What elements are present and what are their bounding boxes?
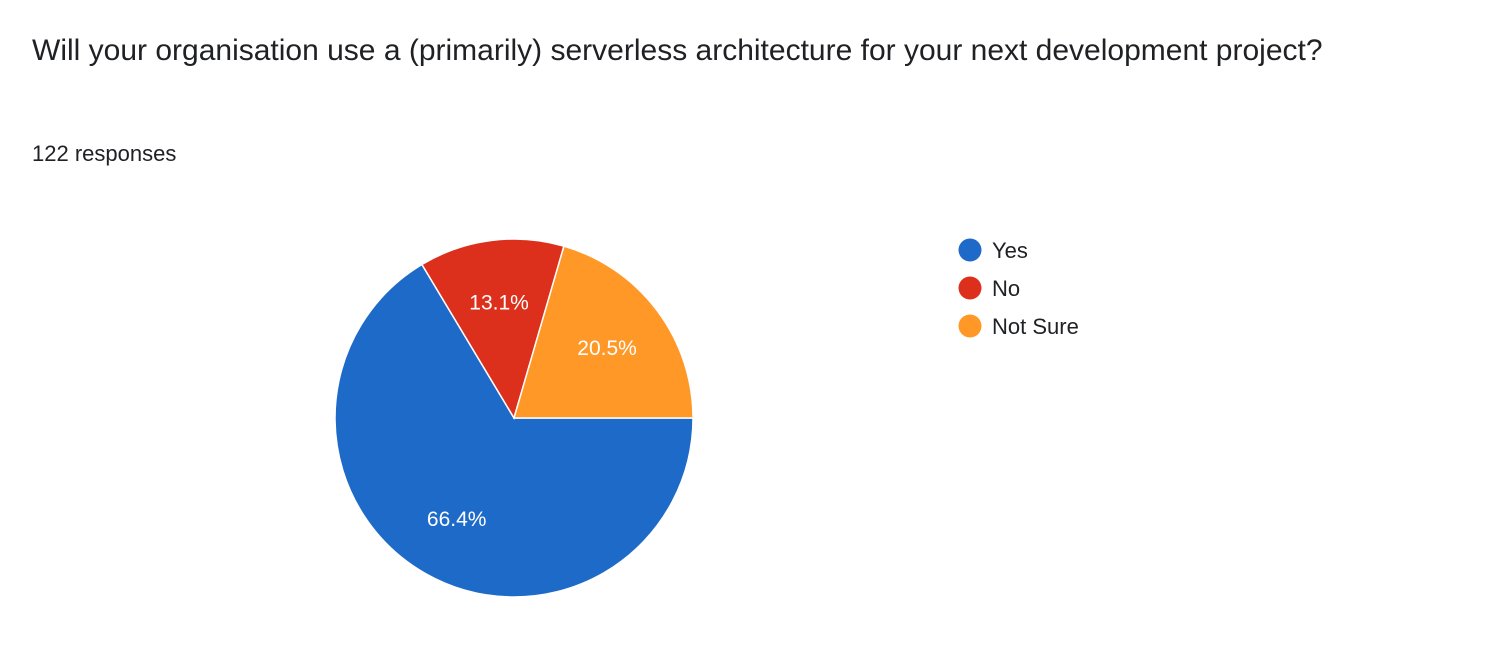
slice-value-label-yes: 66.4%	[427, 508, 487, 531]
legend-swatch-no	[958, 276, 982, 300]
slice-value-label-no: 13.1%	[469, 292, 529, 315]
pie-slice-not-sure	[513, 245, 694, 419]
legend-label-not-sure: Not Sure	[992, 314, 1079, 339]
legend-label-no: No	[992, 276, 1020, 301]
slice-value-label-not-sure: 20.5%	[577, 337, 637, 360]
response-count: 122 responses	[32, 141, 177, 166]
legend-swatch-not-sure	[958, 314, 982, 338]
question-title: Will your organisation use a (primarily)…	[32, 34, 1323, 67]
legend-label-yes: Yes	[992, 238, 1028, 263]
pie-slice-no	[420, 238, 565, 420]
legend-swatch-yes	[958, 238, 982, 262]
pie-slice-yes	[334, 263, 694, 598]
